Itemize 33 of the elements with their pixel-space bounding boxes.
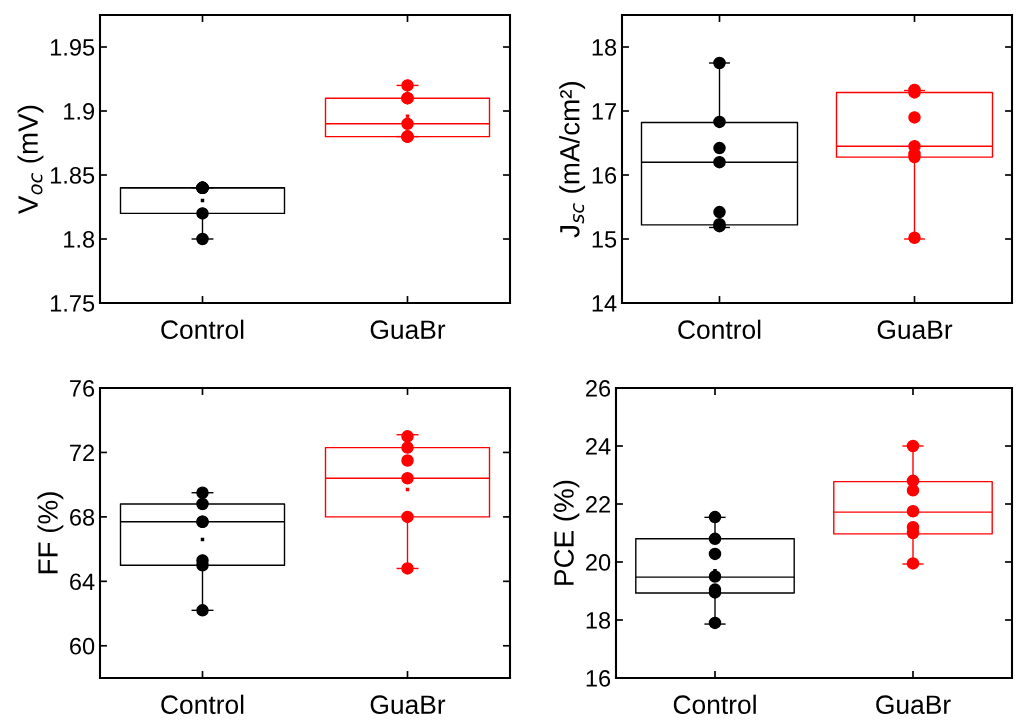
y-tick-label: 68 bbox=[70, 508, 95, 526]
x-tick-label: GuaBr bbox=[370, 320, 446, 340]
x-tick-label: Control bbox=[161, 694, 244, 715]
y-tick-label: 1.85 bbox=[50, 167, 95, 184]
x-tick-label: Control bbox=[673, 694, 756, 715]
x-tick-label: GuaBr bbox=[370, 695, 446, 715]
y-tick-label: 16 bbox=[592, 167, 617, 184]
x-tick-label: GuaBr bbox=[877, 320, 953, 340]
y-tick-label: 20 bbox=[586, 554, 611, 571]
y-tick-label: 24 bbox=[586, 438, 611, 455]
y-tick-label: 1.75 bbox=[50, 295, 95, 312]
x-tick-label: Control bbox=[678, 319, 761, 340]
y-tick-label: 1.95 bbox=[50, 39, 95, 56]
y-axis-title: PCE (%) bbox=[553, 480, 580, 585]
y-tick-label: 22 bbox=[586, 496, 610, 513]
x-tick-label: GuaBr bbox=[876, 695, 951, 715]
y-tick-label: 1.9 bbox=[64, 103, 95, 120]
y-tick-label: 15 bbox=[592, 231, 617, 248]
y-tick-label: 18 bbox=[592, 39, 617, 56]
y-tick-label: 26 bbox=[586, 380, 611, 397]
y-axis-title: FF (%) bbox=[37, 492, 64, 574]
y-tick-label: 1.8 bbox=[64, 231, 95, 248]
y-tick-label: 60 bbox=[70, 637, 95, 655]
y-tick-label: 76 bbox=[70, 380, 95, 397]
x-tick-label: Control bbox=[161, 319, 244, 340]
y-tick-label: 17 bbox=[592, 103, 616, 120]
y-tick-label: 72 bbox=[70, 444, 94, 461]
y-tick-label: 14 bbox=[592, 295, 617, 312]
y-tick-label: 18 bbox=[586, 612, 611, 629]
y-axis-title: V$_{oc}$ (mV) bbox=[17, 105, 44, 215]
y-axis-title: J$_{sc}$ (mA/cm²) bbox=[559, 82, 586, 238]
y-tick-label: 64 bbox=[70, 573, 95, 591]
y-tick-label: 16 bbox=[586, 670, 611, 687]
